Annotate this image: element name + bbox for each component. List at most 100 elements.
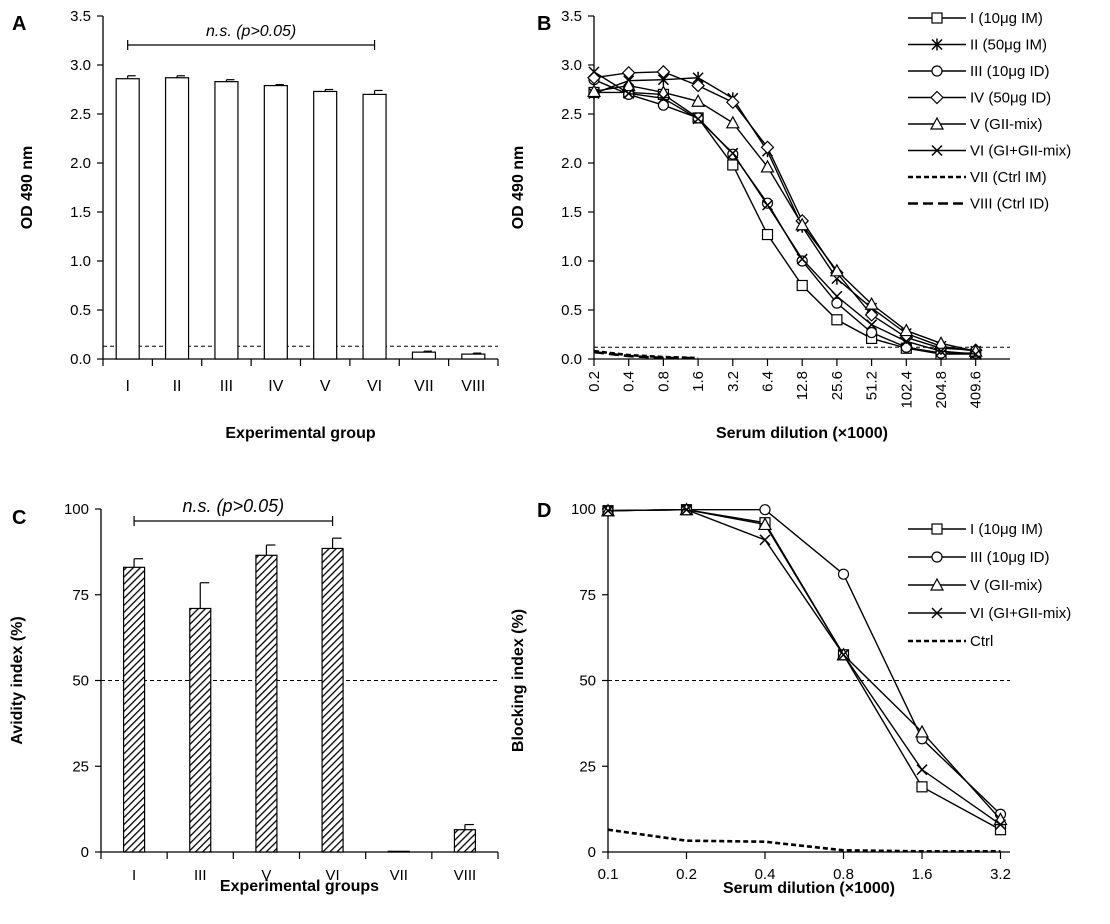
B-x-tick-label: 3.2 xyxy=(725,371,742,392)
B-data-point xyxy=(691,94,706,107)
D-y-tick-label: 50 xyxy=(579,673,596,690)
B-data-point xyxy=(831,314,843,326)
A-category-label: III xyxy=(220,378,233,395)
B-series-line xyxy=(593,350,699,360)
B-y-axis-label: OD 490 nm xyxy=(510,146,527,230)
D-legend-marker xyxy=(931,607,943,619)
B-y-tick-label: 3.0 xyxy=(561,57,582,74)
D-series-4 xyxy=(607,828,1001,853)
B-series-line xyxy=(593,84,976,352)
B-series-5 xyxy=(588,66,982,360)
C-y-tick-label: 100 xyxy=(64,501,89,518)
B-legend-label: IV (50μg ID) xyxy=(970,90,1051,107)
D-x-tick-label: 0.4 xyxy=(755,866,776,883)
C-category-label: VIII xyxy=(454,867,477,884)
A-bar-VII xyxy=(411,351,437,360)
A-bar-V xyxy=(313,90,338,360)
B-y-tick-label: 2.0 xyxy=(561,155,582,172)
C-bar-VIII xyxy=(453,829,477,853)
B-legend-marker xyxy=(929,116,945,130)
B-x-tick-label: 1.6 xyxy=(690,371,707,392)
B-x-tick-label: 6.4 xyxy=(760,371,777,392)
A-x-axis-label: Experimental group xyxy=(225,425,375,442)
B-legend-label: V (GII-mix) xyxy=(970,116,1043,133)
B-data-point xyxy=(970,348,982,360)
B-legend-label: I (10μg IM) xyxy=(970,10,1043,27)
B-legend-marker xyxy=(931,65,943,77)
B-data-point xyxy=(725,95,740,110)
A-category-label: VI xyxy=(367,378,382,395)
D-data-point xyxy=(914,724,930,738)
D-y-tick-label: 100 xyxy=(571,501,596,518)
A-y-tick-label: 2.0 xyxy=(70,155,91,172)
D-legend-marker xyxy=(931,523,943,535)
B-series-line xyxy=(593,77,976,352)
D-legend-marker xyxy=(931,551,943,563)
B-data-point xyxy=(761,199,774,211)
B-data-point xyxy=(586,84,602,98)
A-bar-III xyxy=(214,81,239,360)
C-y-tick-label: 25 xyxy=(72,758,89,775)
A-significance-bracket xyxy=(127,40,376,50)
B-x-tick-label: 409.6 xyxy=(968,371,985,409)
B-series-line xyxy=(593,71,976,351)
panel-label-C: C xyxy=(12,507,26,529)
C-significance-label: n.s. (p>0.05) xyxy=(183,496,285,516)
B-data-point xyxy=(761,228,774,241)
B-series-line xyxy=(594,91,976,355)
A-bar-I xyxy=(115,78,140,360)
B-series-line xyxy=(593,79,976,354)
B-x-tick-label: 51.2 xyxy=(864,371,881,400)
B-data-point xyxy=(795,217,810,231)
B-series-0 xyxy=(588,86,982,360)
B-series-4 xyxy=(586,78,983,357)
B-data-point xyxy=(657,99,670,111)
D-y-axis-label: Blocking index (%) xyxy=(510,609,527,752)
C-category-label: VI xyxy=(325,867,339,884)
B-x-tick-label: 102.4 xyxy=(898,371,915,409)
A-y-tick-label: 0.5 xyxy=(70,302,91,319)
B-data-point xyxy=(831,297,843,309)
B-y-tick-label: 1.5 xyxy=(561,204,582,221)
B-legend-label: VI (GI+GII-mix) xyxy=(970,143,1071,160)
B-data-point xyxy=(866,319,878,331)
B-series-7 xyxy=(593,350,699,360)
D-legend-label: V (GII-mix) xyxy=(970,577,1043,594)
A-category-label: II xyxy=(173,378,182,395)
A-category-label: VIII xyxy=(461,378,485,395)
A-y-tick-label: 1.0 xyxy=(70,253,91,270)
D-x-tick-label: 0.8 xyxy=(833,866,854,883)
B-data-point xyxy=(621,78,636,92)
A-y-tick-label: 3.5 xyxy=(70,8,91,25)
A-category-label: VII xyxy=(414,378,434,395)
A-category-label: I xyxy=(125,378,129,395)
D-legend-label: III (10μg ID) xyxy=(970,549,1050,566)
A-y-tick-label: 0.0 xyxy=(70,351,91,368)
B-data-point xyxy=(864,296,879,310)
C-y-tick-label: 75 xyxy=(72,587,89,604)
B-series-3 xyxy=(587,65,983,358)
B-data-point xyxy=(829,263,844,277)
B-data-point xyxy=(623,87,635,99)
C-category-label: VII xyxy=(390,867,408,884)
B-legend-marker xyxy=(931,38,943,51)
C-x-axis-label: Experimental groups xyxy=(220,878,379,895)
B-legend-marker xyxy=(931,12,943,24)
B-legend-marker xyxy=(931,144,943,157)
D-data-point xyxy=(680,504,693,516)
D-data-point xyxy=(759,534,771,546)
B-legend-marker xyxy=(930,90,944,105)
C-bar-V xyxy=(255,554,278,853)
D-data-point xyxy=(602,505,614,517)
B-data-point xyxy=(760,159,775,173)
B-data-point xyxy=(933,336,949,349)
D-data-point xyxy=(994,824,1007,836)
B-data-point xyxy=(796,253,808,265)
A-bar-VI xyxy=(362,93,387,360)
C-category-label: V xyxy=(261,867,271,884)
B-y-tick-label: 0.0 xyxy=(561,351,582,368)
B-data-point xyxy=(727,147,739,159)
D-series-2 xyxy=(600,502,1008,826)
D-data-point xyxy=(757,517,773,531)
